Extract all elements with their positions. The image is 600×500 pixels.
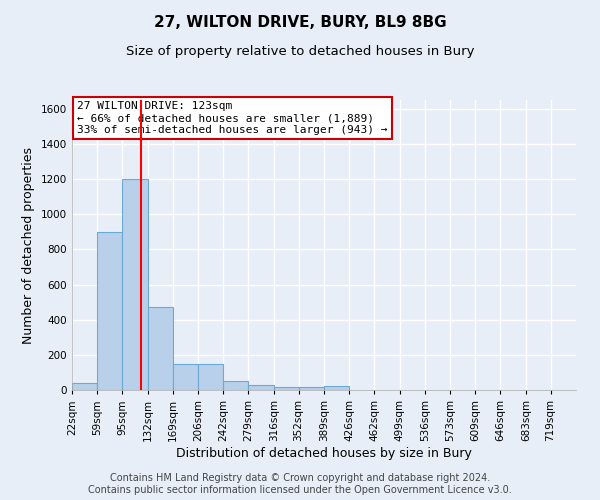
Bar (248, 384, 274, 390)
Y-axis label: Number of detached properties: Number of detached properties (22, 146, 35, 344)
Text: 27 WILTON DRIVE: 123sqm
← 66% of detached houses are smaller (1,889)
33% of semi: 27 WILTON DRIVE: 123sqm ← 66% of detache… (77, 102, 388, 134)
Bar (324, 386, 349, 390)
Bar (299, 388, 324, 390)
Text: Contains HM Land Registry data © Crown copyright and database right 2024.
Contai: Contains HM Land Registry data © Crown c… (88, 474, 512, 495)
Bar (122, 179, 148, 390)
Bar (274, 388, 299, 390)
Bar (173, 364, 199, 390)
Text: 27, WILTON DRIVE, BURY, BL9 8BG: 27, WILTON DRIVE, BURY, BL9 8BG (154, 15, 446, 30)
Bar (97, 232, 122, 390)
Bar (199, 364, 223, 390)
Bar (72, 383, 97, 390)
Bar (223, 381, 248, 390)
X-axis label: Distribution of detached houses by size in Bury: Distribution of detached houses by size … (176, 446, 472, 460)
Bar (148, 308, 173, 390)
Text: Size of property relative to detached houses in Bury: Size of property relative to detached ho… (126, 45, 474, 58)
